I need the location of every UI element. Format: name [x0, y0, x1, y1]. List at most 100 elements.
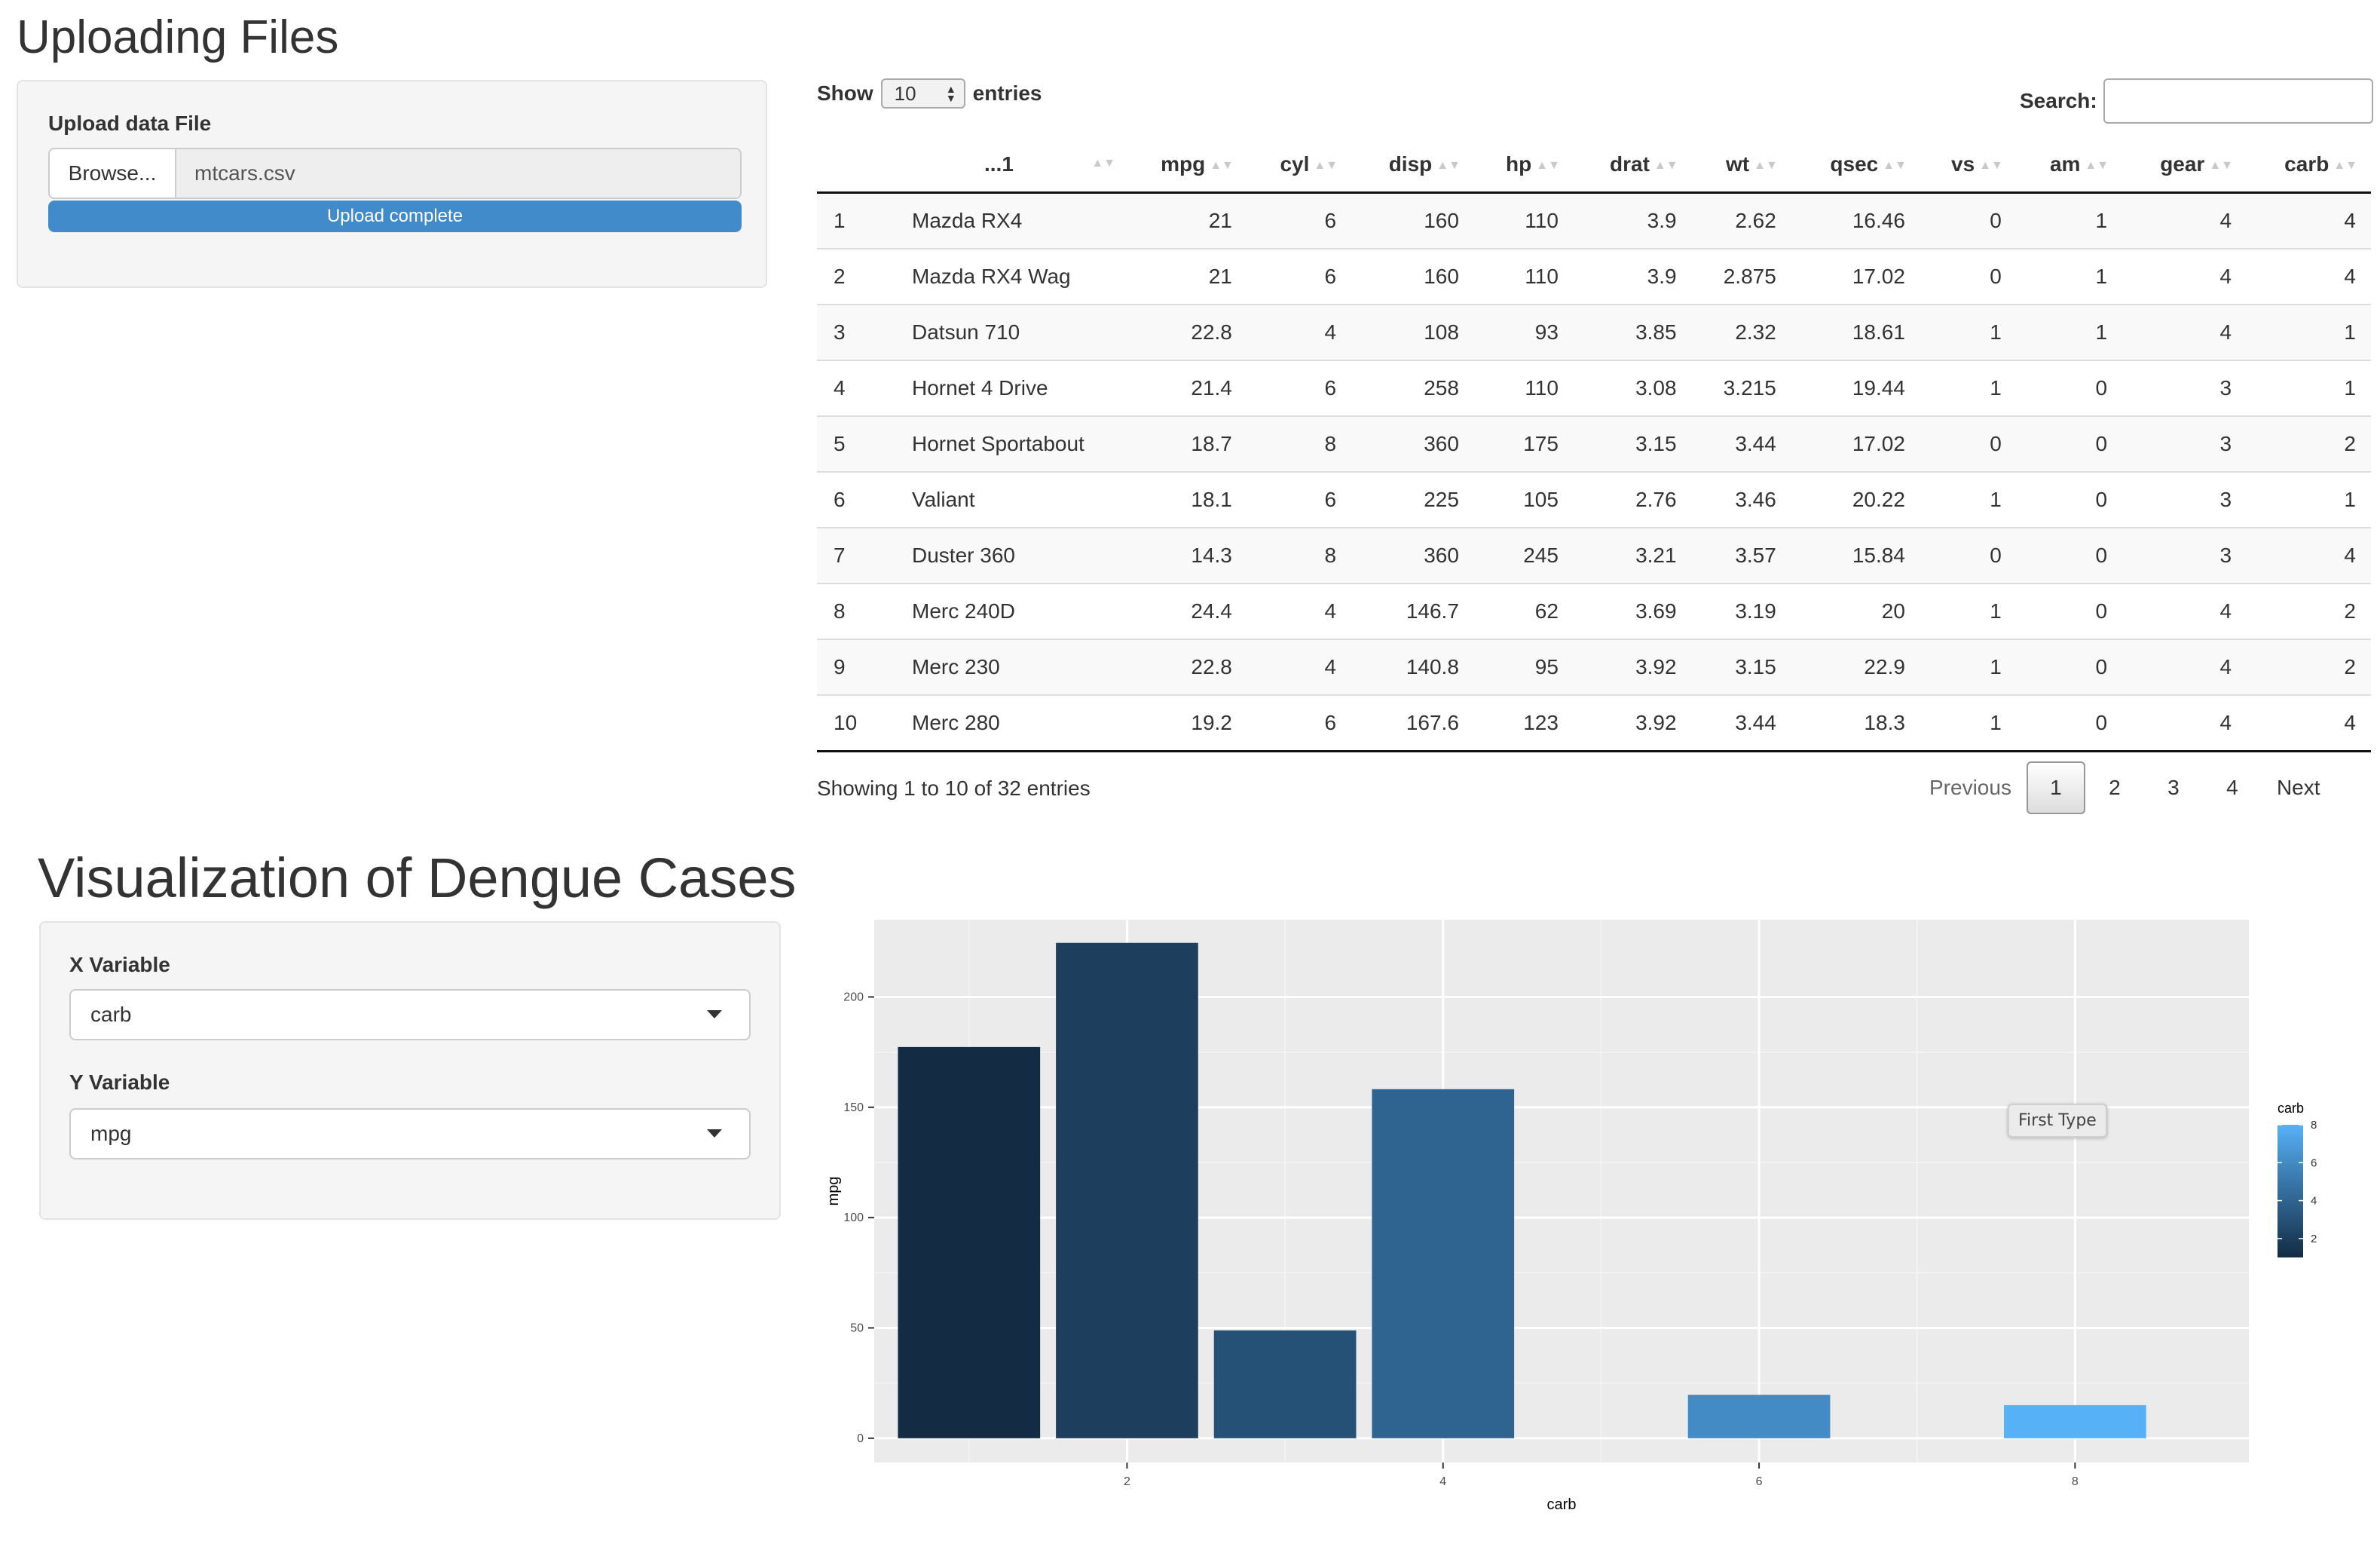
file-input[interactable]: Browse... mtcars.csv	[48, 148, 742, 199]
table-cell: 8	[1247, 527, 1352, 584]
table-cell: 167.6	[1351, 694, 1474, 752]
table-row[interactable]: 6 Valiant 18.1 6 225 105 2.76 3.46 20.22 1 0 3 1	[817, 471, 2371, 528]
table-cell: 6	[1247, 191, 1352, 249]
table-cell: 140.8	[1351, 639, 1474, 695]
legend-tick-label: 8	[2311, 1119, 2317, 1132]
table-cell: 6	[1247, 694, 1352, 752]
upload-progress: Upload complete	[48, 201, 742, 232]
upload-panel: Upload data File Browse... mtcars.csv Up…	[17, 80, 767, 288]
column-header-name[interactable]: ...1 ▲▼	[894, 137, 1123, 194]
column-header-vs[interactable]: vs ▲▼	[1920, 137, 2017, 194]
table-cell: 3.57	[1691, 527, 1791, 584]
table-cell: 5	[817, 415, 894, 472]
table-row[interactable]: 8 Merc 240D 24.4 4 146.7 62 3.69 3.19 20 1 0 4 2	[817, 583, 2371, 639]
table-cell: 18.3	[1791, 694, 1920, 752]
table-cell: 21	[1123, 191, 1247, 249]
table-row[interactable]: 4 Hornet 4 Drive 21.4 6 258 110 3.08 3.215 19.44…	[817, 360, 2371, 416]
column-header-hp[interactable]: hp ▲▼	[1473, 137, 1574, 194]
table-cell: 360	[1351, 415, 1474, 472]
previous-button[interactable]: Previous	[1929, 776, 2011, 799]
page-button-1[interactable]: 1	[2026, 761, 2085, 814]
column-header-carb[interactable]: carb ▲▼	[2247, 137, 2371, 194]
next-button[interactable]: Next	[2276, 776, 2320, 799]
table-cell: Duster 360	[894, 527, 1123, 584]
table-cell: 3.44	[1691, 694, 1791, 752]
table-cell: 1	[1920, 639, 2017, 695]
table-cell: 6	[1247, 360, 1352, 416]
table-cell: 3.9	[1573, 191, 1692, 249]
table-cell: 21.4	[1123, 360, 1247, 416]
column-header-label: hp	[1506, 152, 1532, 176]
table-row[interactable]: 7 Duster 360 14.3 8 360 245 3.21 3.57 15.84 0 0 3 4	[817, 527, 2371, 584]
column-header-label: mpg	[1161, 152, 1206, 176]
upload-progress-bar: Upload complete	[48, 201, 742, 232]
page-button-3[interactable]: 3	[2167, 776, 2180, 799]
table-cell: 0	[2016, 583, 2123, 639]
table-cell: 1	[2247, 360, 2371, 416]
column-header-wt[interactable]: wt ▲▼	[1691, 137, 1791, 194]
column-header-label: vs	[1951, 152, 1975, 176]
bar	[1687, 1395, 1831, 1438]
table-cell: 1	[1920, 471, 2017, 528]
column-header-disp[interactable]: disp ▲▼	[1351, 137, 1474, 194]
table-cell: 0	[2016, 694, 2123, 752]
table-cell: 3.215	[1691, 360, 1791, 416]
column-header-am[interactable]: am ▲▼	[2016, 137, 2123, 194]
table-cell: 1	[2247, 304, 2371, 360]
table-cell: 16.46	[1791, 191, 1920, 249]
x-variable-select[interactable]: carb	[69, 989, 751, 1040]
sort-icon: ▲▼	[2209, 158, 2234, 172]
entries-label: entries	[972, 81, 1042, 105]
table-cell: Merc 240D	[894, 583, 1123, 639]
table-cell: 0	[1920, 527, 2017, 584]
table-cell: 2.76	[1573, 471, 1692, 528]
column-header-gear[interactable]: gear ▲▼	[2122, 137, 2247, 194]
y-tick-label: 0	[857, 1432, 864, 1445]
table-cell: Mazda RX4	[894, 191, 1123, 249]
viz-section-title: Visualization of Dengue Cases	[38, 847, 797, 909]
column-header-mpg[interactable]: mpg ▲▼	[1123, 137, 1247, 194]
table-cell: 258	[1351, 360, 1474, 416]
table-cell: 9	[817, 639, 894, 695]
table-cell: 15.84	[1791, 527, 1920, 584]
bar	[1213, 1330, 1357, 1438]
table-row[interactable]: 5 Hornet Sportabout 18.7 8 360 175 3.15 3.44 17.…	[817, 415, 2371, 472]
table-cell: 4	[2122, 191, 2247, 249]
table-cell: 21	[1123, 248, 1247, 305]
page-button-2[interactable]: 2	[2109, 776, 2121, 799]
table-cell: 22.9	[1791, 639, 1920, 695]
column-header-qsec[interactable]: qsec ▲▼	[1791, 137, 1920, 194]
table-cell: 6	[1247, 471, 1352, 528]
column-header-label: wt	[1726, 152, 1750, 176]
entries-select-value: 10	[894, 81, 916, 105]
table-row[interactable]: 3 Datsun 710 22.8 4 108 93 3.85 2.32 18.61 1 1 4 1	[817, 304, 2371, 360]
table-row[interactable]: 1 Mazda RX4 21 6 160 110 3.9 2.62 16.46 0 1 4 4	[817, 191, 2371, 249]
table-row[interactable]: 2 Mazda RX4 Wag 21 6 160 110 3.9 2.875 17.02 0 1 4 4	[817, 248, 2371, 305]
chart-tooltip: First Type	[2008, 1104, 2107, 1138]
table-cell: 1	[2016, 248, 2123, 305]
table-row[interactable]: 9 Merc 230 22.8 4 140.8 95 3.92 3.15 22.9 1 0 4 2	[817, 639, 2371, 695]
table-cell: 7	[817, 527, 894, 584]
table-cell: 2	[2247, 415, 2371, 472]
page-button-4[interactable]: 4	[2226, 776, 2238, 799]
bar	[898, 1046, 1041, 1438]
x-tick-label: 4	[1439, 1475, 1446, 1488]
column-header-cyl[interactable]: cyl ▲▼	[1247, 137, 1352, 194]
table-cell: Merc 230	[894, 639, 1123, 695]
entries-select[interactable]: 10 ▲ ▼	[880, 78, 965, 109]
legend-colorbar	[2278, 1125, 2303, 1257]
table-cell: 20.22	[1791, 471, 1920, 528]
x-variable-value: carb	[90, 1003, 132, 1026]
y-variable-select[interactable]: mpg	[69, 1108, 751, 1159]
sort-icon: ▲▼	[2333, 158, 2357, 172]
browse-button[interactable]: Browse...	[50, 149, 176, 198]
table-cell: 0	[2016, 415, 2123, 472]
table-row[interactable]: 10 Merc 280 19.2 6 167.6 123 3.92 3.44 18.3 1 0 4 4	[817, 694, 2371, 752]
sort-icon: ▲▼	[1754, 158, 1778, 172]
column-header-drat[interactable]: drat ▲▼	[1573, 137, 1692, 194]
table-cell: 17.02	[1791, 248, 1920, 305]
search-input[interactable]	[2103, 78, 2373, 124]
table-cell: 4	[2122, 694, 2247, 752]
sort-icon: ▲▼	[1091, 157, 1115, 170]
table-cell: Merc 280	[894, 694, 1123, 752]
